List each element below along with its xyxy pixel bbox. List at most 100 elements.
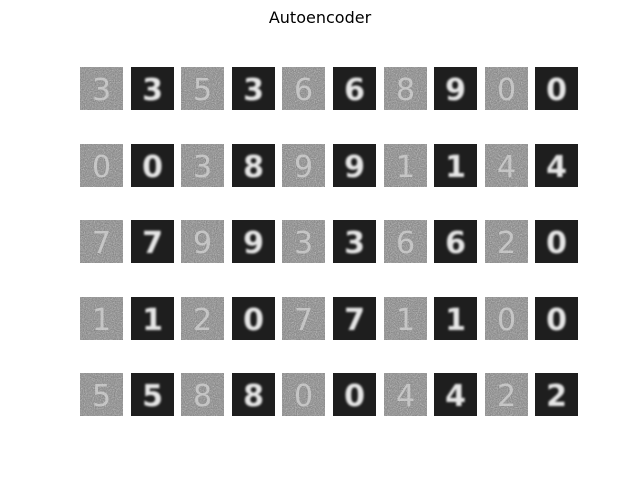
digit-glyph: 0: [243, 303, 264, 338]
reconstructed-digit-image: 3: [131, 67, 174, 110]
reconstructed-digit: 9: [232, 220, 275, 263]
reconstructed-digit-image: 9: [333, 144, 376, 187]
digit-glyph: 9: [294, 150, 313, 185]
noisy-digit-image: 0: [80, 144, 123, 187]
reconstructed-digit-image: 9: [434, 67, 477, 110]
digit-glyph: 4: [396, 379, 415, 414]
reconstructed-digit: 6: [434, 220, 477, 263]
noisy-digit-image: 1: [384, 297, 427, 340]
reconstructed-digit-image: 0: [535, 220, 578, 263]
digit-glyph: 7: [92, 226, 111, 261]
reconstructed-digit-image: 9: [232, 220, 275, 263]
noisy-input-digit: 0: [485, 297, 528, 340]
noisy-input-digit: 7: [282, 297, 325, 340]
noisy-digit-image: 0: [485, 297, 528, 340]
digit-glyph: 5: [142, 379, 163, 414]
noisy-digit-image: 3: [80, 67, 123, 110]
noisy-input-digit: 5: [181, 67, 224, 110]
digit-glyph: 2: [193, 303, 212, 338]
reconstructed-digit: 3: [232, 67, 275, 110]
digit-glyph: 1: [142, 303, 163, 338]
digit-glyph: 3: [193, 150, 212, 185]
reconstructed-digit-image: 0: [333, 373, 376, 416]
noisy-input-digit: 1: [80, 297, 123, 340]
noisy-digit-image: 4: [485, 144, 528, 187]
noisy-input-digit: 8: [181, 373, 224, 416]
reconstructed-digit: 0: [535, 67, 578, 110]
reconstructed-digit: 1: [131, 297, 174, 340]
reconstructed-digit: 5: [131, 373, 174, 416]
digit-glyph: 2: [497, 226, 516, 261]
digit-glyph: 4: [546, 150, 567, 185]
noisy-input-digit: 1: [384, 297, 427, 340]
digit-glyph: 6: [396, 226, 415, 261]
digit-glyph: 0: [497, 303, 516, 338]
noisy-input-digit: 2: [485, 373, 528, 416]
digit-glyph: 8: [243, 150, 264, 185]
digit-glyph: 9: [344, 150, 365, 185]
reconstructed-digit: 7: [131, 220, 174, 263]
noisy-digit-image: 2: [485, 373, 528, 416]
digit-glyph: 0: [497, 73, 516, 108]
digit-glyph: 2: [497, 379, 516, 414]
digit-glyph: 0: [546, 73, 567, 108]
noisy-input-digit: 6: [282, 67, 325, 110]
digit-glyph: 0: [344, 379, 365, 414]
digit-glyph: 8: [396, 73, 415, 108]
reconstructed-digit-image: 0: [535, 297, 578, 340]
reconstructed-digit-image: 8: [232, 144, 275, 187]
reconstructed-digit: 2: [535, 373, 578, 416]
reconstructed-digit-image: 3: [232, 67, 275, 110]
digit-glyph: 0: [142, 150, 163, 185]
reconstructed-digit: 4: [535, 144, 578, 187]
noisy-input-digit: 4: [485, 144, 528, 187]
digit-glyph: 1: [396, 150, 415, 185]
digit-glyph: 3: [294, 226, 313, 261]
reconstructed-digit: 7: [333, 297, 376, 340]
digit-glyph: 7: [294, 303, 313, 338]
digit-glyph: 2: [546, 379, 567, 414]
noisy-input-digit: 4: [384, 373, 427, 416]
reconstructed-digit-image: 4: [434, 373, 477, 416]
noisy-digit-image: 5: [181, 67, 224, 110]
noisy-digit-image: 8: [384, 67, 427, 110]
reconstructed-digit: 1: [434, 297, 477, 340]
reconstructed-digit: 1: [434, 144, 477, 187]
noisy-digit-image: 4: [384, 373, 427, 416]
noisy-input-digit: 1: [384, 144, 427, 187]
digit-glyph: 3: [344, 226, 365, 261]
reconstructed-digit-image: 7: [333, 297, 376, 340]
noisy-input-digit: 2: [485, 220, 528, 263]
noisy-input-digit: 0: [80, 144, 123, 187]
noisy-input-digit: 0: [485, 67, 528, 110]
digit-glyph: 0: [92, 150, 111, 185]
reconstructed-digit: 6: [333, 67, 376, 110]
noisy-input-digit: 8: [384, 67, 427, 110]
digit-glyph: 9: [445, 73, 466, 108]
noisy-digit-image: 2: [485, 220, 528, 263]
digit-glyph: 7: [142, 226, 163, 261]
reconstructed-digit: 0: [232, 297, 275, 340]
digit-glyph: 8: [193, 379, 212, 414]
digit-glyph: 5: [92, 379, 111, 414]
reconstructed-digit-image: 6: [434, 220, 477, 263]
reconstructed-digit: 8: [232, 373, 275, 416]
digit-glyph: 0: [294, 379, 313, 414]
digit-glyph: 1: [445, 150, 466, 185]
noisy-input-digit: 6: [384, 220, 427, 263]
reconstructed-digit-image: 6: [333, 67, 376, 110]
noisy-input-digit: 2: [181, 297, 224, 340]
digit-glyph: 4: [497, 150, 516, 185]
reconstructed-digit: 3: [131, 67, 174, 110]
reconstructed-digit-image: 1: [434, 144, 477, 187]
reconstructed-digit-image: 8: [232, 373, 275, 416]
reconstructed-digit: 9: [333, 144, 376, 187]
noisy-input-digit: 0: [282, 373, 325, 416]
digit-glyph: 6: [344, 73, 365, 108]
reconstructed-digit-image: 7: [131, 220, 174, 263]
digit-glyph: 1: [445, 303, 466, 338]
noisy-digit-image: 1: [80, 297, 123, 340]
noisy-digit-image: 1: [384, 144, 427, 187]
